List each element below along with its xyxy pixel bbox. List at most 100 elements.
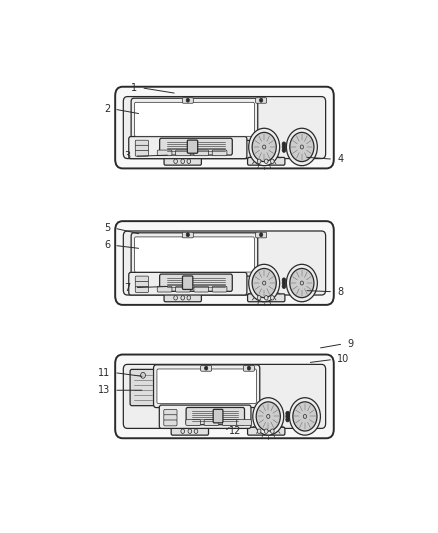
Circle shape [286, 417, 290, 422]
Circle shape [253, 398, 284, 435]
Circle shape [205, 366, 208, 370]
Circle shape [293, 402, 317, 431]
Circle shape [282, 278, 286, 282]
Circle shape [282, 281, 286, 285]
FancyBboxPatch shape [134, 237, 254, 272]
Circle shape [257, 429, 261, 433]
Text: 11: 11 [98, 368, 110, 377]
Circle shape [194, 429, 198, 433]
FancyBboxPatch shape [159, 138, 232, 155]
Text: 13: 13 [98, 385, 110, 395]
FancyBboxPatch shape [164, 294, 201, 302]
Circle shape [300, 281, 304, 285]
Circle shape [187, 296, 191, 300]
FancyBboxPatch shape [135, 150, 148, 156]
Text: 7: 7 [124, 282, 131, 293]
FancyBboxPatch shape [187, 140, 198, 153]
FancyBboxPatch shape [157, 150, 172, 156]
Circle shape [174, 296, 177, 300]
Circle shape [271, 429, 274, 433]
FancyBboxPatch shape [135, 146, 148, 151]
FancyBboxPatch shape [135, 281, 148, 287]
FancyBboxPatch shape [256, 232, 267, 238]
Circle shape [259, 233, 263, 237]
FancyBboxPatch shape [204, 419, 219, 425]
FancyBboxPatch shape [247, 427, 285, 435]
FancyBboxPatch shape [256, 98, 267, 103]
Circle shape [282, 142, 286, 147]
Text: 10: 10 [337, 354, 350, 365]
Circle shape [252, 132, 276, 161]
FancyBboxPatch shape [212, 286, 227, 292]
FancyBboxPatch shape [247, 157, 285, 165]
Circle shape [141, 373, 145, 378]
FancyBboxPatch shape [244, 366, 254, 371]
FancyBboxPatch shape [194, 150, 208, 156]
Circle shape [262, 281, 266, 285]
Text: 9: 9 [347, 339, 353, 349]
Circle shape [267, 415, 270, 418]
FancyBboxPatch shape [135, 276, 148, 282]
FancyBboxPatch shape [176, 150, 190, 156]
Circle shape [186, 98, 190, 102]
FancyBboxPatch shape [157, 369, 256, 403]
FancyBboxPatch shape [135, 287, 148, 293]
Circle shape [257, 296, 261, 300]
Circle shape [282, 145, 286, 149]
Circle shape [249, 128, 280, 166]
Circle shape [181, 429, 184, 433]
FancyBboxPatch shape [154, 365, 260, 408]
FancyBboxPatch shape [186, 419, 201, 425]
Circle shape [303, 415, 307, 418]
Circle shape [271, 159, 274, 164]
Circle shape [257, 159, 261, 164]
FancyBboxPatch shape [131, 98, 258, 140]
FancyBboxPatch shape [164, 415, 177, 421]
Circle shape [252, 269, 276, 297]
FancyBboxPatch shape [115, 221, 334, 305]
Circle shape [247, 366, 251, 370]
Circle shape [286, 264, 318, 302]
FancyBboxPatch shape [130, 369, 156, 406]
Circle shape [262, 145, 266, 149]
Text: 12: 12 [229, 426, 241, 437]
FancyBboxPatch shape [171, 427, 208, 435]
FancyBboxPatch shape [124, 365, 325, 429]
FancyBboxPatch shape [201, 366, 212, 371]
Circle shape [290, 132, 314, 161]
FancyBboxPatch shape [129, 136, 247, 159]
Circle shape [265, 159, 268, 164]
Text: 2: 2 [104, 104, 110, 114]
Text: 1: 1 [131, 83, 137, 93]
FancyBboxPatch shape [115, 354, 334, 438]
Circle shape [259, 98, 263, 102]
FancyBboxPatch shape [194, 286, 208, 292]
Circle shape [286, 414, 290, 418]
FancyBboxPatch shape [164, 157, 201, 165]
FancyBboxPatch shape [131, 233, 258, 276]
FancyBboxPatch shape [124, 96, 325, 158]
Text: 3: 3 [124, 151, 131, 161]
Text: 5: 5 [104, 223, 110, 233]
Circle shape [249, 264, 280, 302]
FancyBboxPatch shape [115, 87, 334, 168]
Circle shape [181, 296, 184, 300]
FancyBboxPatch shape [186, 407, 244, 425]
FancyBboxPatch shape [212, 150, 227, 156]
FancyBboxPatch shape [157, 286, 172, 292]
FancyBboxPatch shape [129, 272, 247, 295]
FancyBboxPatch shape [159, 274, 232, 292]
Circle shape [271, 296, 274, 300]
FancyBboxPatch shape [183, 276, 193, 289]
Circle shape [265, 296, 268, 300]
FancyBboxPatch shape [223, 419, 237, 425]
Circle shape [174, 159, 177, 164]
FancyBboxPatch shape [164, 409, 177, 415]
Text: 4: 4 [337, 154, 343, 164]
Circle shape [286, 411, 290, 416]
FancyBboxPatch shape [213, 409, 223, 423]
FancyBboxPatch shape [182, 232, 193, 238]
FancyBboxPatch shape [135, 140, 148, 146]
FancyBboxPatch shape [159, 405, 251, 429]
Circle shape [290, 398, 321, 435]
